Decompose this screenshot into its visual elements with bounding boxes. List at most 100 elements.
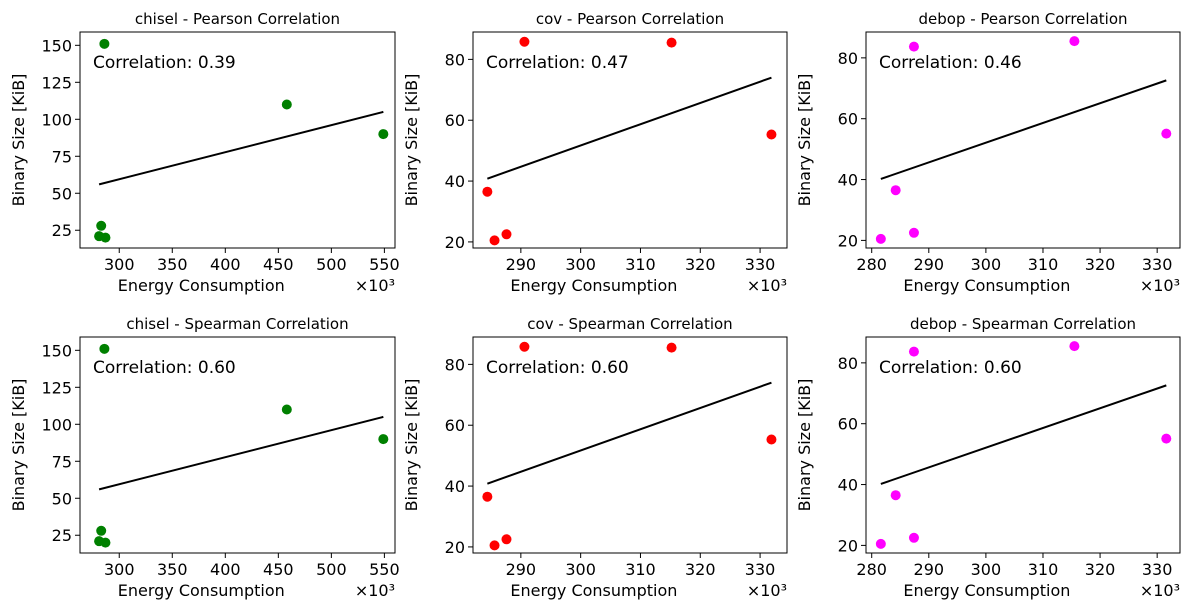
x-tick-label: 290 (506, 560, 537, 579)
correlation-annotation: Correlation: 0.60 (879, 358, 1022, 378)
x-axis-multiplier: ×10³ (747, 276, 787, 295)
x-tick-label: 280 (856, 255, 887, 274)
x-tick-label: 450 (263, 255, 294, 274)
correlation-annotation: Correlation: 0.47 (486, 53, 629, 73)
subplot-2: cov - Pearson Correlation 290 300 310 320 330… (402, 10, 788, 295)
y-tick-label: 80 (445, 355, 465, 374)
data-point (100, 232, 111, 243)
y-tick-label: 75 (52, 147, 72, 166)
data-point (482, 186, 493, 197)
x-tick-label: 310 (625, 560, 656, 579)
plot-frame (79, 31, 396, 249)
subplot-1: chisel - Pearson Correlation 300 350 400 450… (9, 10, 400, 295)
x-tick-label: 350 (157, 255, 188, 274)
plot-frame (79, 336, 396, 554)
x-tick-label: 500 (316, 560, 347, 579)
subplot-title: chisel - Pearson Correlation (135, 10, 340, 28)
data-point (766, 129, 777, 140)
x-tick-label: 280 (856, 560, 887, 579)
y-tick-label: 150 (41, 341, 72, 360)
data-point (766, 434, 777, 445)
x-tick-label: 310 (1028, 560, 1059, 579)
x-axis-multiplier: ×10³ (355, 581, 395, 600)
x-tick-label: 300 (971, 560, 1002, 579)
data-point (908, 227, 919, 238)
x-tick-label: 320 (685, 255, 716, 274)
subplot-5: cov - Spearman Correlation 290 300 310 320 33… (402, 315, 788, 600)
data-point (100, 537, 111, 548)
data-point (519, 36, 530, 47)
x-axis-multiplier: ×10³ (1140, 581, 1180, 600)
y-axis-label: Binary Size [KiB] (795, 379, 814, 512)
y-tick-label: 25 (52, 526, 72, 545)
data-point (96, 525, 107, 536)
x-axis-label: Energy Consumption (903, 276, 1070, 295)
regression-line (880, 79, 1167, 180)
x-tick-label: 290 (914, 255, 945, 274)
x-tick-label: 320 (685, 560, 716, 579)
plot-frame (865, 336, 1181, 554)
data-point (489, 235, 500, 246)
y-tick-label: 80 (838, 49, 858, 68)
subplot-title: debop - Spearman Correlation (910, 315, 1136, 333)
y-tick-label: 20 (445, 233, 465, 252)
x-tick-label: 300 (104, 560, 135, 579)
data-point (666, 37, 677, 48)
y-tick-label: 60 (445, 111, 465, 130)
y-axis-label: Binary Size [KiB] (402, 74, 421, 207)
x-axis-label: Energy Consumption (903, 581, 1070, 600)
correlation-annotation: Correlation: 0.60 (93, 358, 236, 378)
data-point (281, 99, 292, 110)
plot-frame (472, 336, 788, 554)
data-point (501, 229, 512, 240)
y-axis-label: Binary Size [KiB] (402, 379, 421, 512)
y-tick-label: 125 (41, 73, 72, 92)
x-tick-label: 330 (1142, 560, 1173, 579)
y-tick-label: 40 (445, 477, 465, 496)
y-tick-label: 50 (52, 489, 72, 508)
data-point (890, 185, 901, 196)
x-axis-multiplier: ×10³ (747, 581, 787, 600)
x-tick-label: 300 (971, 255, 1002, 274)
subplot-title: cov - Spearman Correlation (527, 315, 732, 333)
data-point (378, 434, 389, 445)
y-tick-label: 100 (41, 110, 72, 129)
data-point (96, 220, 107, 231)
data-point (666, 342, 677, 353)
correlation-annotation: Correlation: 0.60 (486, 358, 629, 378)
y-tick-label: 75 (52, 452, 72, 471)
data-point (519, 341, 530, 352)
y-tick-label: 20 (838, 536, 858, 555)
y-tick-label: 80 (445, 50, 465, 69)
x-axis-multiplier: ×10³ (1140, 276, 1180, 295)
x-tick-label: 310 (625, 255, 656, 274)
x-tick-label: 450 (263, 560, 294, 579)
subplot-4: chisel - Spearman Correlation 300 350 400 45… (9, 315, 400, 600)
y-tick-label: 20 (445, 538, 465, 557)
data-point (1161, 128, 1172, 139)
x-tick-label: 400 (210, 255, 241, 274)
regression-line (487, 381, 772, 485)
x-tick-label: 300 (565, 255, 596, 274)
x-tick-label: 320 (1085, 255, 1116, 274)
subplot-3: debop - Pearson Correlation 280 290 300 310 3… (795, 10, 1181, 295)
y-axis-label: Binary Size [KiB] (9, 74, 28, 207)
data-point (281, 404, 292, 415)
data-point (99, 38, 110, 49)
regression-line (98, 415, 384, 491)
x-tick-label: 330 (1142, 255, 1173, 274)
y-tick-label: 150 (41, 36, 72, 55)
y-axis-label: Binary Size [KiB] (795, 74, 814, 207)
subplot-title: chisel - Spearman Correlation (126, 315, 348, 333)
data-point (1069, 36, 1080, 47)
data-point (378, 129, 389, 140)
y-axis-label: Binary Size [KiB] (9, 379, 28, 512)
data-point (908, 346, 919, 357)
x-axis-multiplier: ×10³ (355, 276, 395, 295)
y-tick-label: 40 (445, 172, 465, 191)
correlation-annotation: Correlation: 0.46 (879, 53, 1022, 73)
data-point (1069, 341, 1080, 352)
y-tick-label: 20 (838, 231, 858, 250)
x-axis-label: Energy Consumption (118, 581, 285, 600)
